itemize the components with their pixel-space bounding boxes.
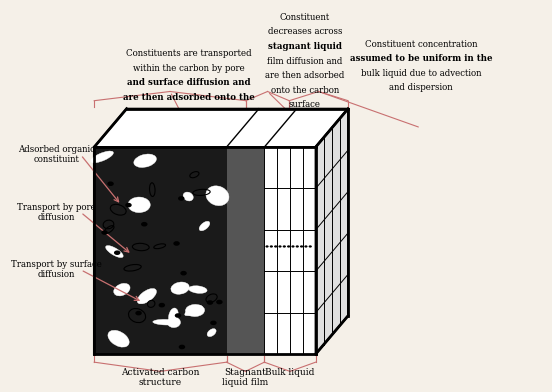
- Ellipse shape: [207, 328, 216, 337]
- Ellipse shape: [91, 151, 113, 163]
- Circle shape: [135, 311, 142, 316]
- Ellipse shape: [171, 282, 189, 294]
- Text: Activated carbon
structure: Activated carbon structure: [121, 368, 200, 387]
- Text: Stagnant
liquid film: Stagnant liquid film: [222, 368, 269, 387]
- Circle shape: [181, 271, 187, 276]
- Circle shape: [102, 230, 108, 235]
- FancyBboxPatch shape: [264, 147, 316, 354]
- Text: Adsorbed organic
constituint: Adsorbed organic constituint: [18, 145, 95, 165]
- FancyBboxPatch shape: [226, 147, 264, 354]
- Circle shape: [283, 245, 286, 248]
- Circle shape: [304, 245, 307, 248]
- Text: Transport by pore
diffusion: Transport by pore diffusion: [17, 203, 95, 222]
- Ellipse shape: [134, 154, 156, 167]
- Circle shape: [309, 245, 312, 248]
- Circle shape: [107, 181, 114, 186]
- Text: Bulk liquid: Bulk liquid: [266, 368, 315, 377]
- Circle shape: [141, 222, 147, 227]
- Ellipse shape: [206, 186, 229, 206]
- Text: and dispersion: and dispersion: [389, 83, 453, 93]
- Text: Constituent concentration: Constituent concentration: [365, 40, 477, 49]
- Text: decreases across: decreases across: [268, 27, 342, 36]
- Text: Constituent: Constituent: [280, 13, 330, 22]
- Text: Transport by surface
diffusion: Transport by surface diffusion: [11, 260, 102, 279]
- Ellipse shape: [185, 305, 205, 317]
- Text: Constituents are transported: Constituents are transported: [126, 49, 252, 58]
- Ellipse shape: [199, 221, 210, 231]
- Ellipse shape: [168, 308, 178, 325]
- Polygon shape: [316, 109, 348, 354]
- Circle shape: [178, 196, 184, 201]
- Circle shape: [300, 245, 303, 248]
- Circle shape: [158, 303, 165, 307]
- Polygon shape: [94, 109, 348, 147]
- Ellipse shape: [137, 289, 156, 304]
- Circle shape: [278, 245, 282, 248]
- Circle shape: [114, 250, 120, 255]
- FancyBboxPatch shape: [94, 147, 316, 354]
- Text: onto the carbon: onto the carbon: [270, 86, 339, 95]
- Circle shape: [287, 245, 290, 248]
- Text: assumed to be uniform in the: assumed to be uniform in the: [350, 54, 492, 63]
- Ellipse shape: [167, 318, 181, 328]
- Text: and surface diffusion and: and surface diffusion and: [127, 78, 251, 87]
- Text: carbon surface: carbon surface: [153, 107, 225, 116]
- Ellipse shape: [105, 245, 123, 258]
- Circle shape: [291, 245, 295, 248]
- Text: film diffusion and: film diffusion and: [267, 56, 343, 65]
- Circle shape: [125, 203, 132, 207]
- Text: within the carbon by pore: within the carbon by pore: [133, 64, 245, 73]
- Circle shape: [179, 345, 185, 349]
- Ellipse shape: [114, 283, 130, 296]
- Ellipse shape: [153, 319, 178, 325]
- Circle shape: [296, 245, 299, 248]
- Ellipse shape: [108, 330, 129, 347]
- Circle shape: [207, 300, 213, 305]
- Circle shape: [216, 300, 222, 304]
- Text: are then adsorbed onto the: are then adsorbed onto the: [123, 93, 254, 102]
- Text: surface: surface: [289, 100, 321, 109]
- Ellipse shape: [185, 306, 202, 316]
- Text: are then adsorbed: are then adsorbed: [265, 71, 344, 80]
- Circle shape: [173, 241, 180, 246]
- Ellipse shape: [189, 286, 207, 293]
- Text: bulk liquid due to advection: bulk liquid due to advection: [360, 69, 481, 78]
- Ellipse shape: [183, 192, 193, 201]
- Circle shape: [266, 245, 269, 248]
- FancyBboxPatch shape: [94, 147, 226, 354]
- Circle shape: [210, 321, 217, 325]
- Circle shape: [270, 245, 273, 248]
- Ellipse shape: [128, 197, 150, 212]
- Circle shape: [274, 245, 277, 248]
- Text: stagnant liquid: stagnant liquid: [268, 42, 342, 51]
- Circle shape: [175, 313, 181, 318]
